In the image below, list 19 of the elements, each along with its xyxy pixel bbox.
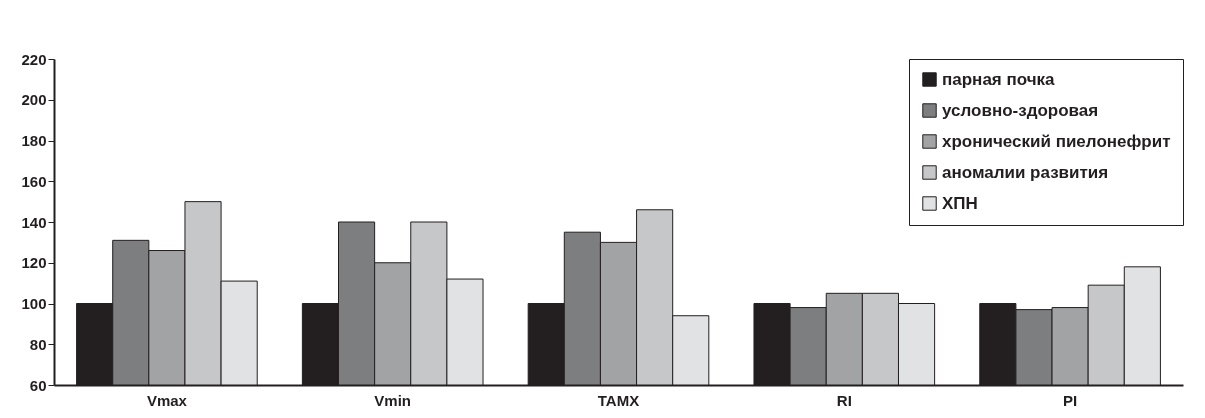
legend-label: хронический пиелонефрит: [942, 131, 1171, 151]
y-tick-label: 100: [21, 295, 47, 312]
legend-label: условно-здоровая: [942, 100, 1099, 120]
x-tick-label: Vmax: [146, 391, 188, 409]
x-tick-label: TAMX: [597, 391, 640, 409]
y-tick-label: 60: [29, 376, 47, 394]
y-tick-label: 160: [21, 172, 47, 190]
legend-label: аномалии развития: [942, 162, 1109, 182]
x-tick-label: Vmin: [374, 391, 412, 409]
x-tick-label: RI: [836, 391, 852, 409]
y-tick-label: 80: [29, 335, 47, 353]
y-tick-label: 200: [21, 91, 47, 109]
y-tick-label: 140: [21, 213, 47, 231]
legend-label: парная почка: [942, 69, 1056, 89]
legend-label: ХПН: [942, 193, 978, 213]
y-tick-label: 120: [21, 254, 47, 272]
y-tick-label: 180: [21, 132, 47, 149]
y-tick-label: 220: [21, 50, 47, 68]
x-tick-label: PI: [1063, 391, 1078, 409]
